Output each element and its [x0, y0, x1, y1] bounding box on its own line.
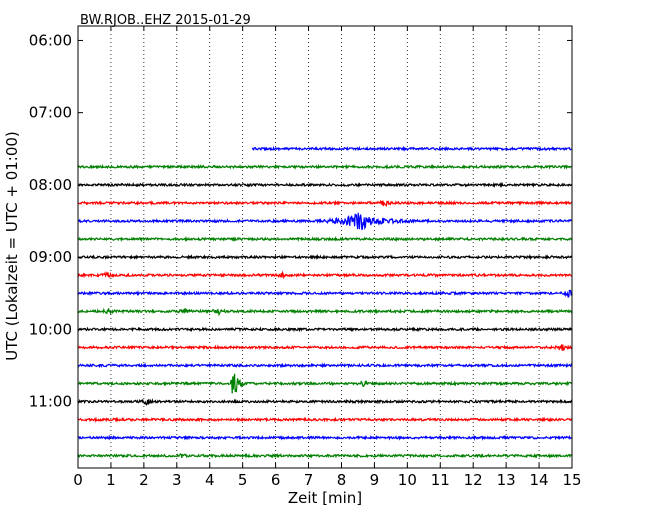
trace-line	[77, 326, 573, 333]
y-tick-label: 10:00	[29, 320, 72, 338]
y-tick-label: 06:00	[29, 31, 72, 49]
y-axis-label: UTC (Lokalzeit = UTC + 01:00)	[3, 131, 21, 361]
trace-line	[251, 145, 572, 152]
trace-line	[77, 398, 573, 406]
x-tick-label: 2	[139, 471, 149, 489]
trace-line	[77, 416, 573, 423]
trace-line	[77, 270, 572, 280]
x-axis: 0 1 2 3 4 5 6 7 8 9 10 11 12 13 14 15	[73, 26, 582, 489]
trace-line	[77, 307, 573, 317]
x-tick-label: 3	[172, 471, 182, 489]
x-tick-label: 11	[431, 471, 450, 489]
x-tick-label: 14	[530, 471, 549, 489]
trace-line	[77, 434, 573, 442]
trace-line	[77, 199, 573, 207]
trace-line	[77, 235, 573, 243]
trace-line	[77, 163, 572, 170]
x-tick-label: 12	[464, 471, 483, 489]
plot-border	[77, 25, 573, 469]
x-tick-label: 10	[398, 471, 417, 489]
seismic-traces	[77, 145, 573, 459]
trace-line	[77, 373, 572, 394]
x-tick-label: 0	[73, 471, 83, 489]
x-tick-label: 4	[205, 471, 215, 489]
x-tick-label: 1	[106, 471, 116, 489]
y-tick-label: 11:00	[29, 393, 72, 411]
x-tick-label: 7	[304, 471, 314, 489]
x-axis-label: Zeit [min]	[288, 489, 362, 507]
y-tick-label: 08:00	[29, 176, 72, 194]
trace-line	[77, 362, 573, 369]
x-tick-label: 13	[497, 471, 516, 489]
y-axis: 06:00 07:00 08:00 09:00 10:00 11:00	[29, 31, 572, 411]
trace-line	[77, 212, 572, 231]
trace-line	[77, 181, 573, 188]
grid-lines	[110, 26, 540, 468]
trace-line	[77, 289, 573, 298]
plot-frame	[77, 25, 573, 469]
x-tick-label: 9	[370, 471, 380, 489]
x-tick-label: 8	[337, 471, 347, 489]
y-tick-label: 09:00	[29, 248, 72, 266]
trace-line	[77, 344, 573, 351]
trace-line	[77, 452, 572, 459]
y-tick-label: 07:00	[29, 104, 72, 122]
chart-title: BW.RJOB..EHZ 2015-01-29	[80, 13, 251, 28]
x-tick-label: 15	[562, 471, 581, 489]
x-tick-label: 5	[238, 471, 248, 489]
trace-line	[77, 253, 573, 261]
x-tick-label: 6	[271, 471, 281, 489]
